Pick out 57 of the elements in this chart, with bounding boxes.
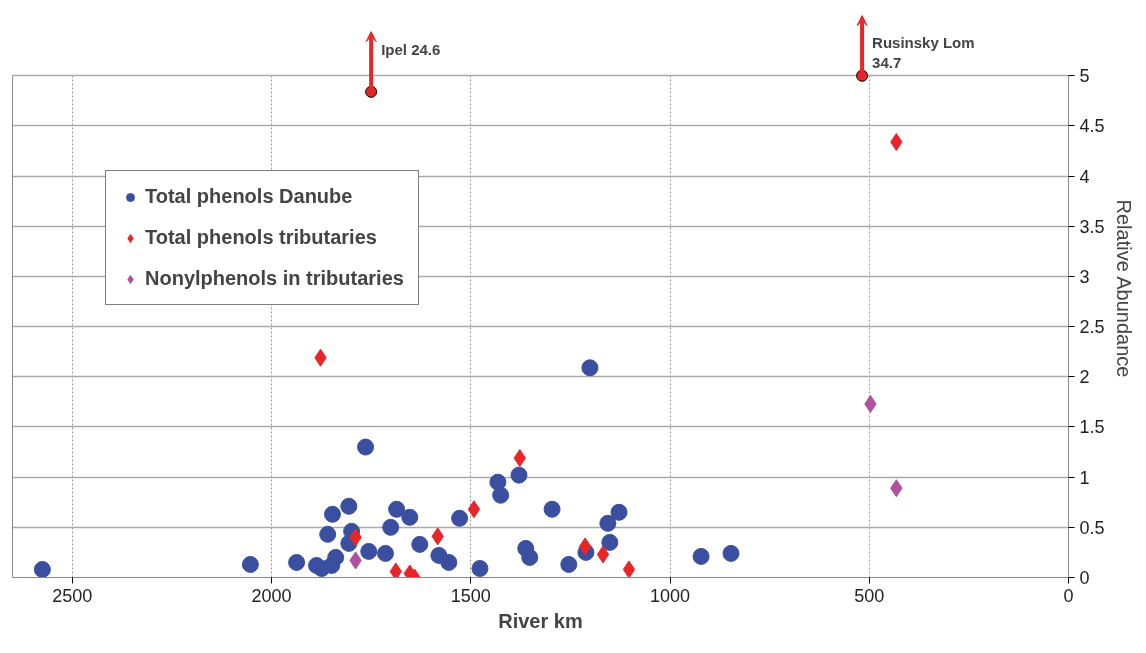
y-tick-label: 0.5 bbox=[1079, 517, 1105, 538]
x-tick-label: 1000 bbox=[649, 585, 691, 606]
legend-label: Total phenols Danube bbox=[145, 185, 353, 208]
y-tick-label: 2.5 bbox=[1079, 317, 1105, 338]
point bbox=[401, 508, 419, 526]
y-tick-label: 1 bbox=[1079, 467, 1090, 488]
point bbox=[288, 553, 306, 571]
y-tick-label: 2 bbox=[1079, 367, 1090, 388]
point bbox=[33, 560, 51, 578]
x-axis-title: River km bbox=[498, 609, 583, 632]
point bbox=[340, 497, 358, 515]
legend-label: Total phenols tributaries bbox=[145, 226, 377, 249]
point bbox=[492, 486, 510, 504]
point bbox=[319, 525, 337, 543]
x-tick-label: 2500 bbox=[52, 585, 93, 606]
x-tick-label: 2000 bbox=[251, 585, 292, 606]
y-tick-label: 4.5 bbox=[1079, 116, 1105, 137]
point bbox=[722, 544, 740, 562]
y-tick-label: 0 bbox=[1079, 568, 1090, 588]
point bbox=[382, 518, 400, 536]
point bbox=[467, 500, 481, 519]
point bbox=[622, 560, 636, 578]
annotation: Ipel 24.6 bbox=[381, 41, 441, 59]
x-tick-label: 1500 bbox=[450, 585, 491, 606]
y-tick-label: 3 bbox=[1079, 266, 1090, 287]
point bbox=[440, 553, 458, 571]
point bbox=[610, 503, 628, 521]
point bbox=[451, 509, 469, 527]
point bbox=[411, 535, 429, 553]
point bbox=[323, 505, 341, 523]
y-axis-title: Relative Abundance bbox=[1112, 199, 1135, 378]
y-tick-label: 4 bbox=[1079, 166, 1090, 187]
y-tick-label: 1.5 bbox=[1079, 417, 1105, 438]
point bbox=[599, 514, 617, 532]
point bbox=[521, 548, 539, 566]
point bbox=[601, 533, 619, 551]
point bbox=[692, 547, 710, 565]
point bbox=[357, 438, 375, 456]
y-tick-label: 3.5 bbox=[1079, 216, 1105, 237]
point bbox=[327, 548, 345, 566]
point bbox=[560, 555, 578, 573]
y-tick-label: 5 bbox=[1079, 66, 1090, 87]
point bbox=[578, 537, 592, 556]
point bbox=[241, 555, 259, 573]
x-tick-label: 500 bbox=[854, 585, 885, 606]
point bbox=[543, 500, 561, 518]
annotation: Rusinsky Lom 34.7 bbox=[872, 33, 975, 71]
point bbox=[596, 545, 610, 564]
point bbox=[360, 542, 378, 560]
point bbox=[389, 562, 403, 578]
point bbox=[510, 466, 528, 484]
x-tick-label: 0 bbox=[1063, 585, 1074, 606]
point bbox=[376, 544, 394, 562]
legend-label: Nonylphenols in tributaries bbox=[145, 267, 404, 290]
point bbox=[581, 359, 599, 377]
point bbox=[388, 500, 406, 518]
point bbox=[471, 559, 489, 577]
